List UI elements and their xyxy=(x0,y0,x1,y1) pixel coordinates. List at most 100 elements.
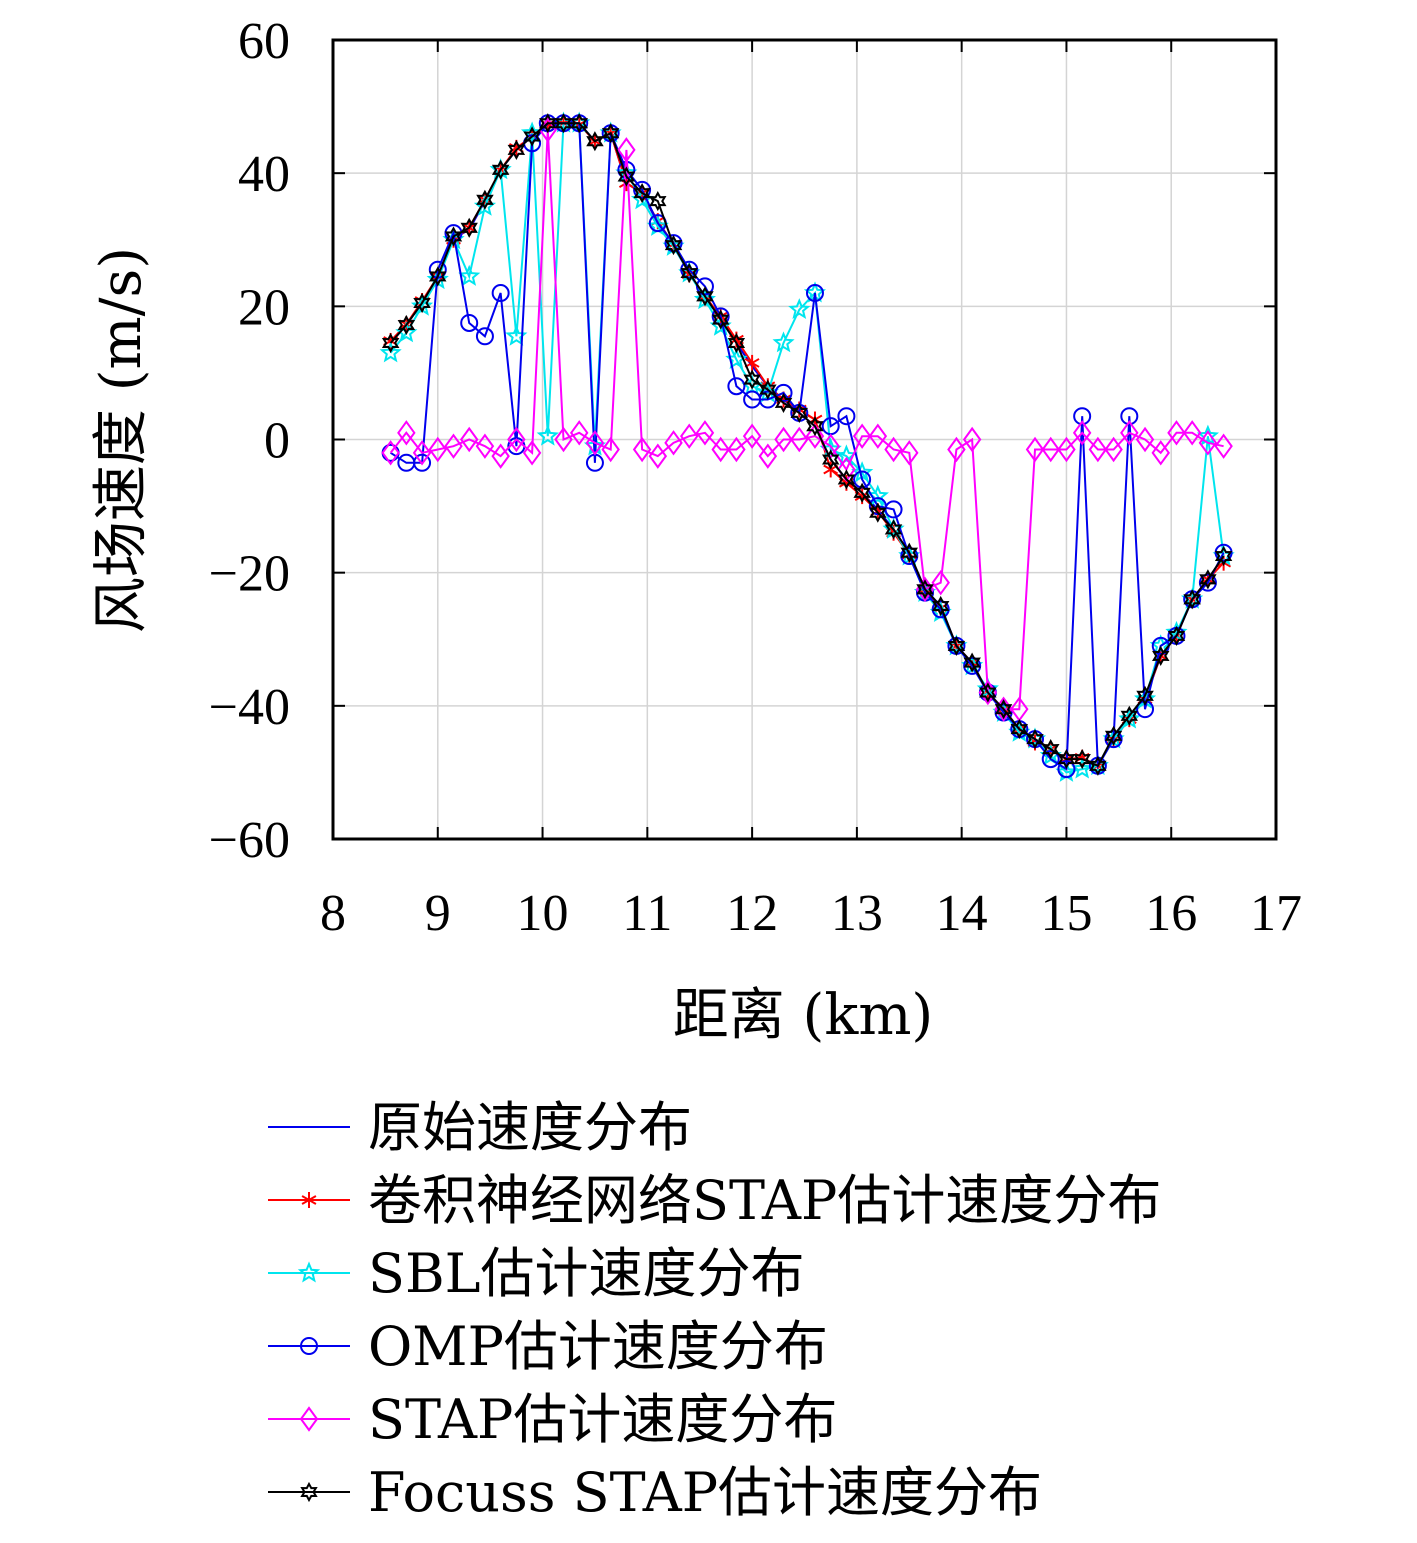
legend-item: 原始速度分布 xyxy=(268,1096,692,1159)
data-point xyxy=(916,579,934,600)
data-point xyxy=(522,440,542,466)
x-axis-label: 距离 (km) xyxy=(673,983,934,1048)
data-point xyxy=(1167,420,1186,446)
data-point xyxy=(788,298,811,320)
data-point xyxy=(569,420,589,446)
data-point xyxy=(476,189,494,210)
data-point xyxy=(1073,749,1091,770)
data-point xyxy=(1071,757,1094,779)
data-point xyxy=(633,180,652,199)
data-point xyxy=(837,469,856,490)
data-point xyxy=(1057,436,1076,463)
x-tick-label: 13 xyxy=(831,885,883,942)
data-point xyxy=(932,595,950,617)
data-point xyxy=(727,332,746,354)
data-point xyxy=(1073,407,1092,426)
legend-item: OMP估计速度分布 xyxy=(268,1315,828,1378)
data-point xyxy=(774,392,793,413)
data-point xyxy=(397,314,416,336)
data-point xyxy=(900,542,918,563)
data-point xyxy=(1198,573,1217,592)
data-point xyxy=(299,1406,319,1432)
y-tick-label: 40 xyxy=(238,146,290,203)
data-point xyxy=(300,1337,318,1355)
data-point xyxy=(711,309,730,330)
data-point xyxy=(1088,436,1108,463)
data-point xyxy=(822,449,840,470)
data-point xyxy=(805,284,824,303)
data-point xyxy=(664,430,683,456)
data-point xyxy=(743,369,761,390)
data-point xyxy=(695,277,714,296)
data-point xyxy=(774,383,793,402)
data-point xyxy=(381,332,400,354)
data-point xyxy=(759,379,777,400)
data-point xyxy=(837,407,856,426)
data-point xyxy=(742,423,762,449)
data-point xyxy=(884,500,903,519)
x-tick-label: 15 xyxy=(1040,885,1092,942)
x-tick-label: 8 xyxy=(320,885,346,942)
data-point xyxy=(1136,700,1155,719)
x-tick-label: 11 xyxy=(622,885,672,942)
data-point xyxy=(1198,430,1218,456)
data-point xyxy=(395,321,418,343)
data-point xyxy=(947,436,966,463)
data-point xyxy=(1120,407,1139,426)
data-point xyxy=(979,682,997,703)
ticks xyxy=(332,39,1277,840)
data-point xyxy=(1196,424,1220,446)
data-point xyxy=(805,423,825,449)
data-point xyxy=(632,436,652,463)
y-axis-label: 风场速度 (m/s) xyxy=(89,247,154,633)
data-point xyxy=(617,137,636,163)
data-point xyxy=(1135,426,1155,453)
data-point xyxy=(1042,739,1060,760)
data-point xyxy=(491,159,510,180)
asterisk-stroke xyxy=(301,1195,317,1205)
data-point xyxy=(1072,420,1092,446)
data-point xyxy=(428,436,448,463)
series-6 xyxy=(381,113,1233,776)
data-point xyxy=(413,453,432,472)
data-point xyxy=(460,217,478,238)
data-point xyxy=(963,656,982,675)
data-point xyxy=(962,426,982,453)
data-point xyxy=(1026,729,1044,750)
data-point xyxy=(297,1261,321,1283)
legend-label: 原始速度分布 xyxy=(368,1096,692,1159)
data-point xyxy=(1167,625,1186,646)
data-point xyxy=(806,416,824,437)
series-layer xyxy=(379,111,1235,782)
legend-label: OMP估计速度分布 xyxy=(368,1315,828,1378)
data-point xyxy=(1057,760,1076,779)
data-point xyxy=(1136,685,1154,706)
series-line xyxy=(390,122,1225,771)
data-point xyxy=(680,260,699,279)
data-point xyxy=(866,484,889,506)
data-point xyxy=(570,113,589,134)
data-point xyxy=(536,424,559,446)
data-point xyxy=(554,426,573,453)
legend-item: SBL估计速度分布 xyxy=(268,1242,805,1305)
series-line xyxy=(389,122,1225,768)
y-tick-label: 20 xyxy=(238,279,290,336)
data-point xyxy=(1010,719,1028,740)
data-point xyxy=(1183,589,1201,610)
data-point xyxy=(617,166,636,187)
data-point xyxy=(301,1192,317,1208)
x-tick-label: 10 xyxy=(517,885,569,942)
data-point xyxy=(853,470,872,489)
y-tick-label: 0 xyxy=(264,413,290,470)
data-point xyxy=(900,547,919,566)
data-point xyxy=(601,123,620,144)
data-point xyxy=(1120,420,1139,446)
data-point xyxy=(507,139,526,160)
data-point xyxy=(523,126,541,147)
data-point xyxy=(601,436,620,463)
data-point xyxy=(774,426,793,453)
data-point xyxy=(680,262,699,284)
data-point xyxy=(1120,705,1138,726)
data-point xyxy=(1214,433,1233,459)
